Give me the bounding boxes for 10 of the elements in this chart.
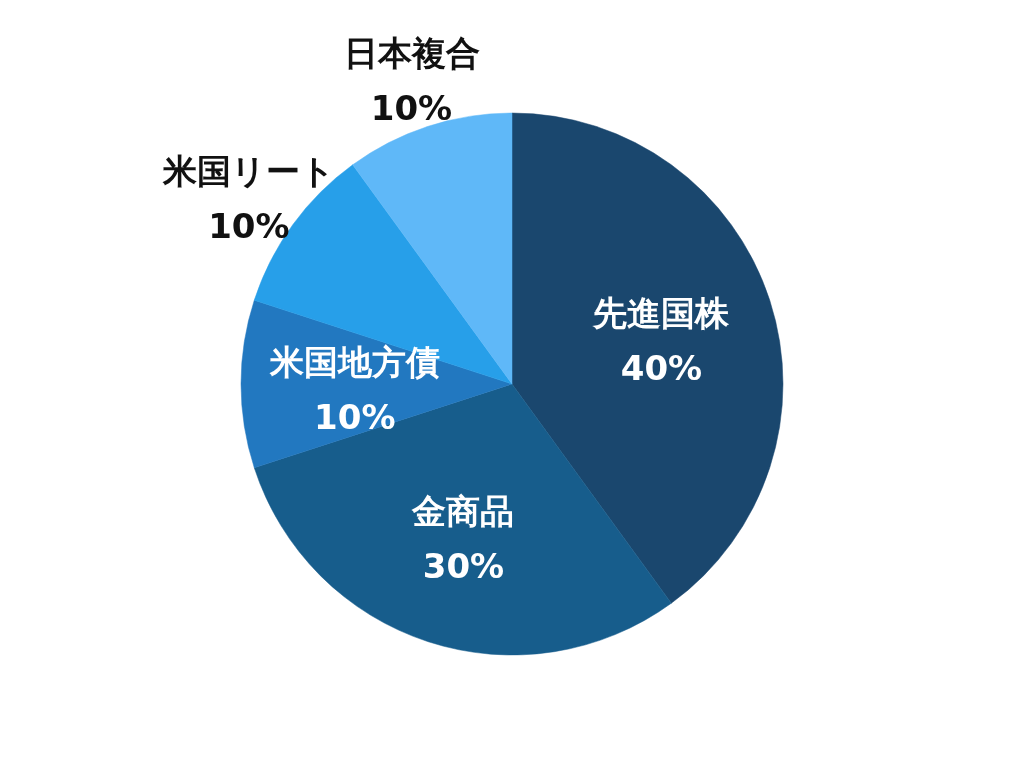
data-label: 10%: [370, 87, 453, 128]
slice-label: 米国地方債: [268, 342, 440, 382]
data-label: 40%: [620, 348, 703, 389]
data-label: 10%: [314, 397, 396, 437]
slice-label: 金商品: [411, 491, 515, 532]
slice-label: 日本複合: [343, 32, 480, 73]
data-label: 30%: [422, 546, 505, 587]
slice-label: 先進国株: [592, 293, 731, 334]
data-label: 10%: [208, 205, 290, 246]
slice-label: 米国リート: [161, 150, 335, 191]
